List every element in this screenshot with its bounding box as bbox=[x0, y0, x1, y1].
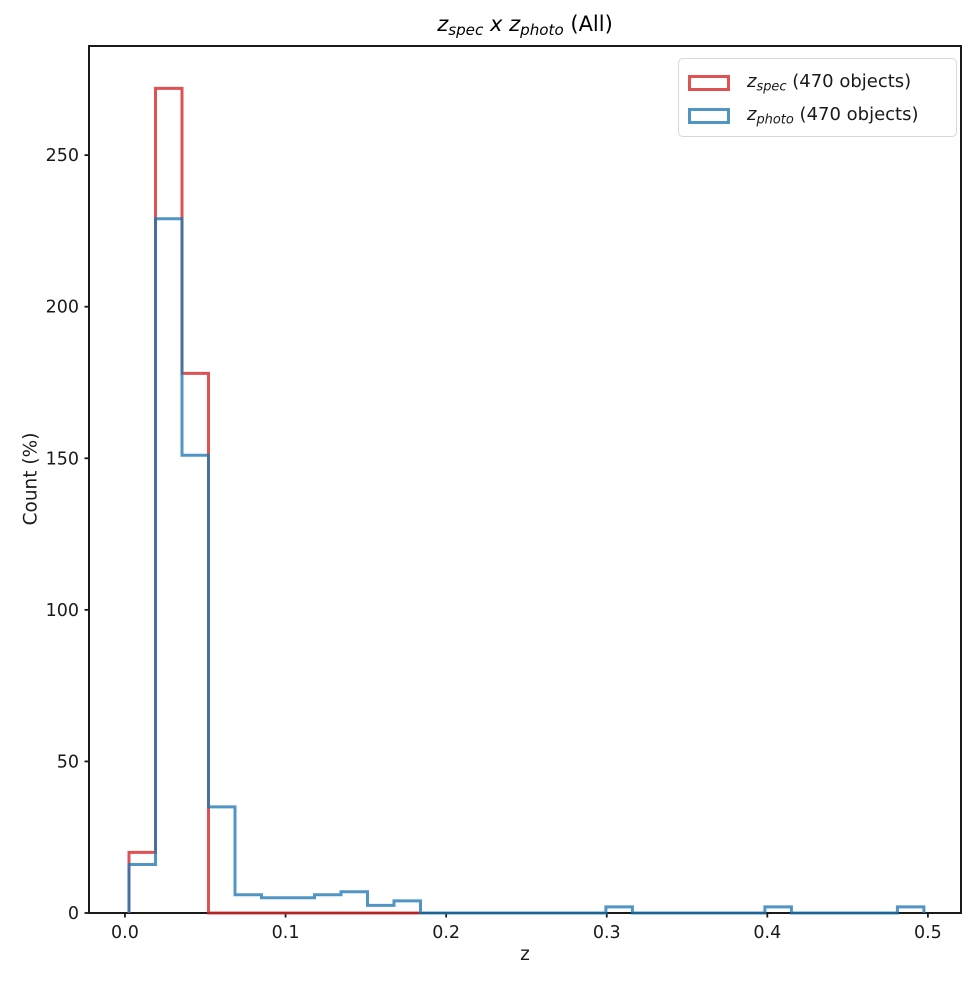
x-tick-label: 0.0 bbox=[111, 923, 139, 943]
chart-title: zspec x zphoto (All) bbox=[89, 12, 961, 39]
x-tick-label: 0.1 bbox=[272, 923, 300, 943]
text-segment: (470 objects) bbox=[793, 103, 919, 125]
legend-item-zspec: zspec (470 objects) bbox=[688, 66, 956, 99]
x-tick-label: 0.4 bbox=[753, 923, 781, 943]
text-segment: x bbox=[483, 12, 510, 36]
text-segment: photo bbox=[520, 21, 564, 40]
legend-item-zphoto: zphoto (470 objects) bbox=[688, 99, 956, 132]
x-tick-label: 0.3 bbox=[593, 923, 621, 943]
legend: zspec (470 objects) zphoto (470 objects) bbox=[678, 58, 957, 137]
axes-frame bbox=[88, 45, 962, 914]
text-segment: z bbox=[509, 12, 521, 36]
y-tick-label: 250 bbox=[46, 146, 79, 166]
plot-border bbox=[88, 45, 962, 914]
x-tick-label: 0.2 bbox=[432, 923, 460, 943]
x-tick-label: 0.5 bbox=[914, 923, 942, 943]
y-axis-label: Count (%) bbox=[20, 432, 42, 526]
text-segment: z bbox=[747, 103, 757, 125]
legend-swatch-icon bbox=[688, 107, 730, 124]
y-tick-label: 100 bbox=[46, 601, 79, 621]
text-segment: z bbox=[437, 12, 449, 36]
legend-label: zspec (470 objects) bbox=[747, 71, 911, 95]
text-segment: (All) bbox=[563, 12, 613, 36]
x-axis-label: z bbox=[520, 944, 530, 965]
y-tick-label: 50 bbox=[57, 752, 79, 772]
text-segment: photo bbox=[756, 112, 794, 128]
text-segment: (470 objects) bbox=[786, 70, 912, 92]
y-tick-label: 150 bbox=[46, 449, 79, 469]
axis-ticks: 0.0 0.1 0.2 0.3 0.4 0.5 0 50 100 150 200 250 bbox=[46, 146, 942, 943]
series-step-zspec bbox=[127, 86, 421, 915]
series-step-zphoto bbox=[127, 217, 926, 915]
text-segment: z bbox=[747, 70, 757, 92]
text-segment: spec bbox=[448, 21, 484, 40]
text-segment: spec bbox=[756, 79, 787, 95]
legend-swatch-icon bbox=[688, 74, 730, 91]
histogram-series bbox=[127, 86, 926, 915]
legend-label: zphoto (470 objects) bbox=[747, 104, 919, 128]
y-tick-label: 0 bbox=[68, 904, 79, 924]
y-tick-label: 200 bbox=[46, 298, 79, 318]
